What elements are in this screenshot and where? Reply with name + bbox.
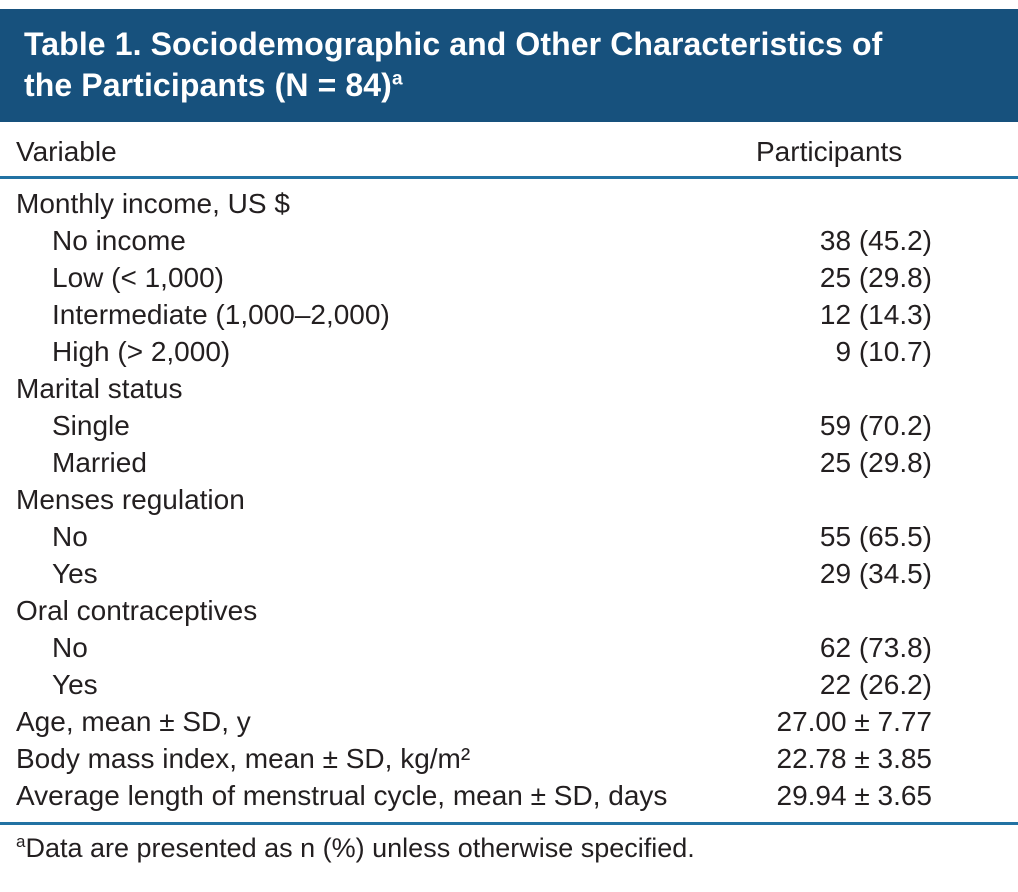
column-header-variable: Variable bbox=[16, 136, 117, 168]
row-value: 22.78 ± 3.85 bbox=[776, 743, 933, 775]
row-label: Age, mean ± SD, y bbox=[16, 706, 251, 738]
row-label: Yes bbox=[52, 558, 98, 590]
row-value: 12 (14.3) bbox=[819, 299, 932, 331]
row-label: Marital status bbox=[16, 373, 183, 405]
row-value: 27.00 ± 7.77 bbox=[776, 706, 933, 738]
row-label: No bbox=[52, 632, 88, 664]
row-value: 9 (10.7) bbox=[835, 336, 933, 368]
footnote-text: Data are presented as n (%) unless other… bbox=[25, 833, 695, 864]
table-title: Table 1. Sociodemographic and Other Char… bbox=[24, 26, 883, 103]
row-label: Single bbox=[52, 410, 130, 442]
row-value: 29 (34.5) bbox=[819, 558, 932, 590]
table-row: No 62 (73.8) bbox=[16, 629, 932, 666]
table-row: Age, mean ± SD, y 27.00 ± 7.77 bbox=[16, 703, 932, 740]
table-row: Yes 29 (34.5) bbox=[16, 555, 932, 592]
row-label: Oral contraceptives bbox=[16, 595, 258, 627]
row-value: 38 (45.2) bbox=[819, 225, 932, 257]
row-label: Yes bbox=[52, 669, 98, 701]
table-row: Low (< 1,000) 25 (29.8) bbox=[16, 259, 932, 296]
row-label: No income bbox=[52, 225, 186, 257]
row-label: Low (< 1,000) bbox=[52, 262, 224, 294]
row-label: No bbox=[52, 521, 88, 553]
column-header-participants: Participants bbox=[756, 136, 903, 168]
footnote-superscript: a bbox=[16, 832, 26, 852]
row-value: 29.94 ± 3.65 bbox=[776, 780, 933, 812]
table-row: Menses regulation bbox=[16, 481, 932, 518]
table-title-band: Table 1. Sociodemographic and Other Char… bbox=[0, 9, 1018, 123]
row-value: 25 (29.8) bbox=[819, 447, 932, 479]
row-label: Intermediate (1,000–2,000) bbox=[52, 299, 390, 331]
row-label: Menses regulation bbox=[16, 484, 245, 516]
row-value: 22 (26.2) bbox=[819, 669, 932, 701]
table-row: Married 25 (29.8) bbox=[16, 444, 932, 481]
row-label: Average length of menstrual cycle, mean … bbox=[16, 780, 668, 812]
table-row: Yes 22 (26.2) bbox=[16, 666, 932, 703]
table-title-superscript: a bbox=[391, 67, 403, 89]
table-row: No income 38 (45.2) bbox=[16, 222, 932, 259]
table-row: Average length of menstrual cycle, mean … bbox=[16, 777, 932, 814]
row-value: 25 (29.8) bbox=[819, 262, 932, 294]
table-figure: Table 1. Sociodemographic and Other Char… bbox=[0, 9, 1018, 874]
table-row: Oral contraceptives bbox=[16, 592, 932, 629]
table-footnote: aData are presented as n (%) unless othe… bbox=[0, 822, 1018, 874]
row-label: Body mass index, mean ± SD, kg/m² bbox=[16, 743, 471, 775]
row-label: Monthly income, US $ bbox=[16, 188, 290, 220]
table-row: Intermediate (1,000–2,000) 12 (14.3) bbox=[16, 296, 932, 333]
column-header-row: Variable Participants bbox=[0, 122, 1018, 180]
table-body: Monthly income, US $ No income 38 (45.2)… bbox=[0, 179, 1018, 819]
table-row: High (> 2,000) 9 (10.7) bbox=[16, 333, 932, 370]
row-value: 59 (70.2) bbox=[819, 410, 932, 442]
row-label: High (> 2,000) bbox=[52, 336, 231, 368]
table-row: Single 59 (70.2) bbox=[16, 407, 932, 444]
row-label: Married bbox=[52, 447, 147, 479]
row-value: 55 (65.5) bbox=[819, 521, 932, 553]
table-row: No 55 (65.5) bbox=[16, 518, 932, 555]
table-row: Monthly income, US $ bbox=[16, 185, 932, 222]
table-row: Body mass index, mean ± SD, kg/m² 22.78 … bbox=[16, 740, 932, 777]
table-row: Marital status bbox=[16, 370, 932, 407]
row-value: 62 (73.8) bbox=[819, 632, 932, 664]
